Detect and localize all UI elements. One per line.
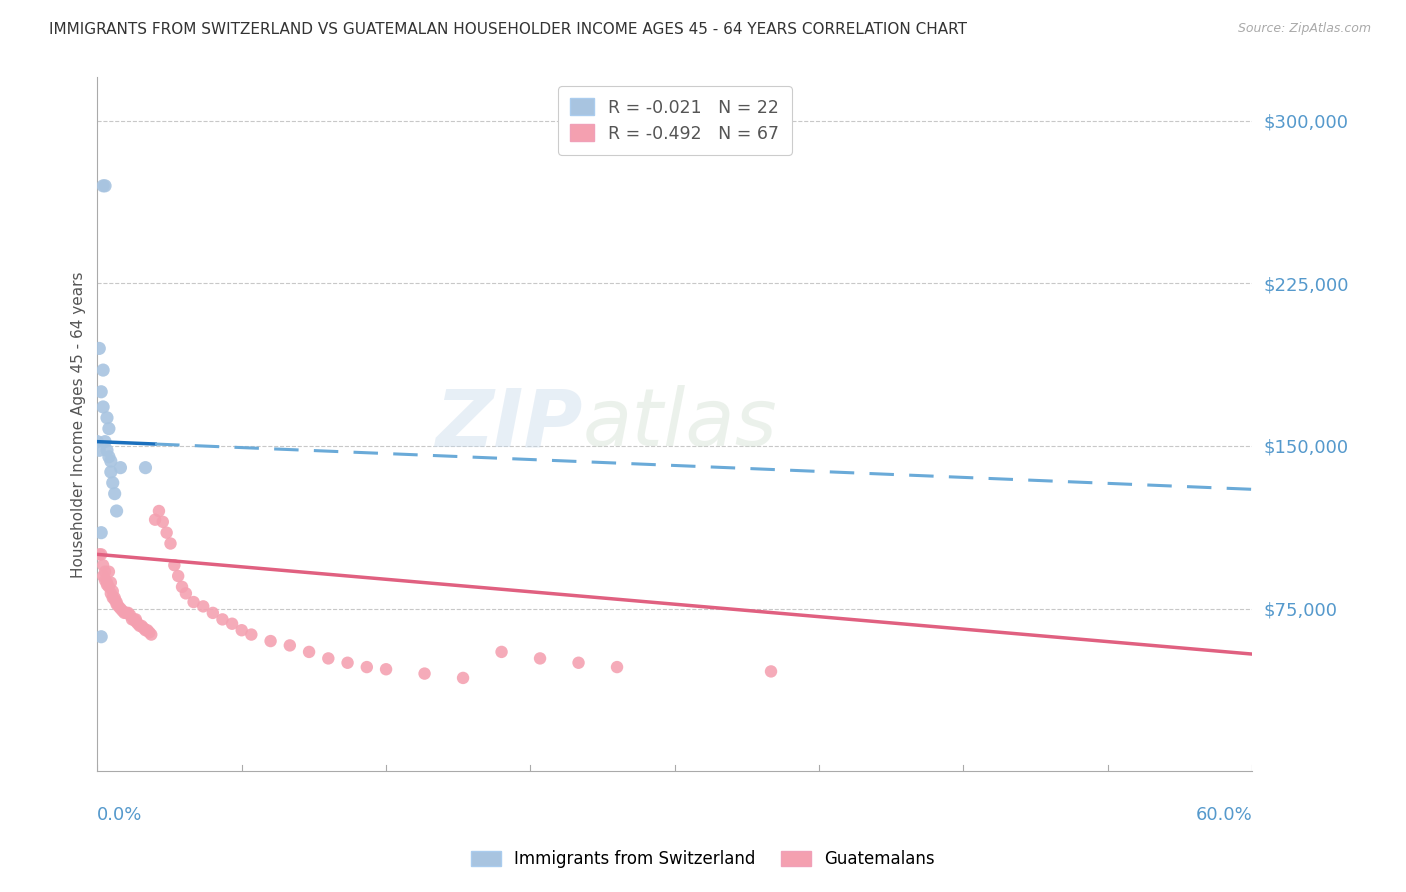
Point <box>90 547 112 561</box>
Point <box>94 178 117 193</box>
Point <box>105 504 128 518</box>
Point <box>211 612 233 626</box>
Point <box>94 434 117 449</box>
Point <box>125 615 148 629</box>
Point <box>127 616 149 631</box>
Point <box>336 656 359 670</box>
Point <box>104 593 127 607</box>
Point <box>278 639 301 653</box>
Point <box>89 342 111 356</box>
Point <box>96 443 118 458</box>
Point <box>97 422 120 436</box>
Text: atlas: atlas <box>582 385 778 463</box>
Point <box>105 597 128 611</box>
Point <box>193 599 215 614</box>
Point <box>134 460 156 475</box>
Point <box>148 504 170 518</box>
Point <box>183 595 205 609</box>
Point <box>131 619 153 633</box>
Point <box>94 574 117 588</box>
Text: ZIP: ZIP <box>434 385 582 463</box>
Point <box>104 486 127 500</box>
Legend: R = -0.021   N = 22, R = -0.492   N = 67: R = -0.021 N = 22, R = -0.492 N = 67 <box>558 87 792 154</box>
Point <box>375 662 398 676</box>
Point <box>110 601 132 615</box>
Point <box>89 547 111 561</box>
Point <box>90 525 112 540</box>
Text: 60.0%: 60.0% <box>1195 805 1253 824</box>
Point <box>120 608 142 623</box>
Point <box>170 580 193 594</box>
Point <box>101 591 124 605</box>
Point <box>107 599 129 614</box>
Point <box>91 400 114 414</box>
Point <box>759 665 782 679</box>
Point <box>451 671 474 685</box>
Point <box>100 586 122 600</box>
Point <box>413 666 436 681</box>
Point <box>491 645 513 659</box>
Point <box>136 624 159 638</box>
Legend: Immigrants from Switzerland, Guatemalans: Immigrants from Switzerland, Guatemalans <box>464 844 942 875</box>
Point <box>163 558 186 573</box>
Point <box>122 612 145 626</box>
Point <box>259 634 281 648</box>
Point <box>231 624 253 638</box>
Point <box>91 363 114 377</box>
Point <box>318 651 340 665</box>
Point <box>567 656 589 670</box>
Point <box>132 621 155 635</box>
Point <box>97 450 120 464</box>
Text: Source: ZipAtlas.com: Source: ZipAtlas.com <box>1237 22 1371 36</box>
Point <box>97 565 120 579</box>
Text: IMMIGRANTS FROM SWITZERLAND VS GUATEMALAN HOUSEHOLDER INCOME AGES 45 - 64 YEARS : IMMIGRANTS FROM SWITZERLAND VS GUATEMALA… <box>49 22 967 37</box>
Y-axis label: Householder Income Ages 45 - 64 years: Householder Income Ages 45 - 64 years <box>72 271 86 577</box>
Point <box>105 595 128 609</box>
Point <box>96 575 118 590</box>
Point <box>89 443 111 458</box>
Point <box>159 536 181 550</box>
Point <box>156 525 179 540</box>
Point <box>138 625 160 640</box>
Point <box>141 627 163 641</box>
Point <box>86 434 108 449</box>
Text: 0.0%: 0.0% <box>97 805 143 824</box>
Point <box>100 575 122 590</box>
Point <box>112 606 135 620</box>
Point <box>97 580 120 594</box>
Point <box>115 606 138 620</box>
Point <box>111 604 134 618</box>
Point <box>91 558 114 573</box>
Point <box>121 612 143 626</box>
Point <box>91 178 114 193</box>
Point <box>143 513 166 527</box>
Point <box>201 606 224 620</box>
Point <box>96 578 118 592</box>
Point <box>152 515 174 529</box>
Point <box>90 630 112 644</box>
Point <box>101 475 124 490</box>
Point <box>240 627 263 641</box>
Point <box>167 569 190 583</box>
Point <box>174 586 197 600</box>
Point <box>104 591 127 605</box>
Point <box>100 454 122 468</box>
Point <box>101 584 124 599</box>
Point <box>94 565 117 579</box>
Point <box>117 606 139 620</box>
Point <box>606 660 628 674</box>
Point <box>298 645 321 659</box>
Point <box>96 410 118 425</box>
Point <box>221 616 243 631</box>
Point <box>356 660 378 674</box>
Point <box>125 612 148 626</box>
Point <box>529 651 551 665</box>
Point <box>110 460 132 475</box>
Point <box>128 619 150 633</box>
Point <box>100 465 122 479</box>
Point <box>134 624 156 638</box>
Point <box>91 569 114 583</box>
Point <box>90 384 112 399</box>
